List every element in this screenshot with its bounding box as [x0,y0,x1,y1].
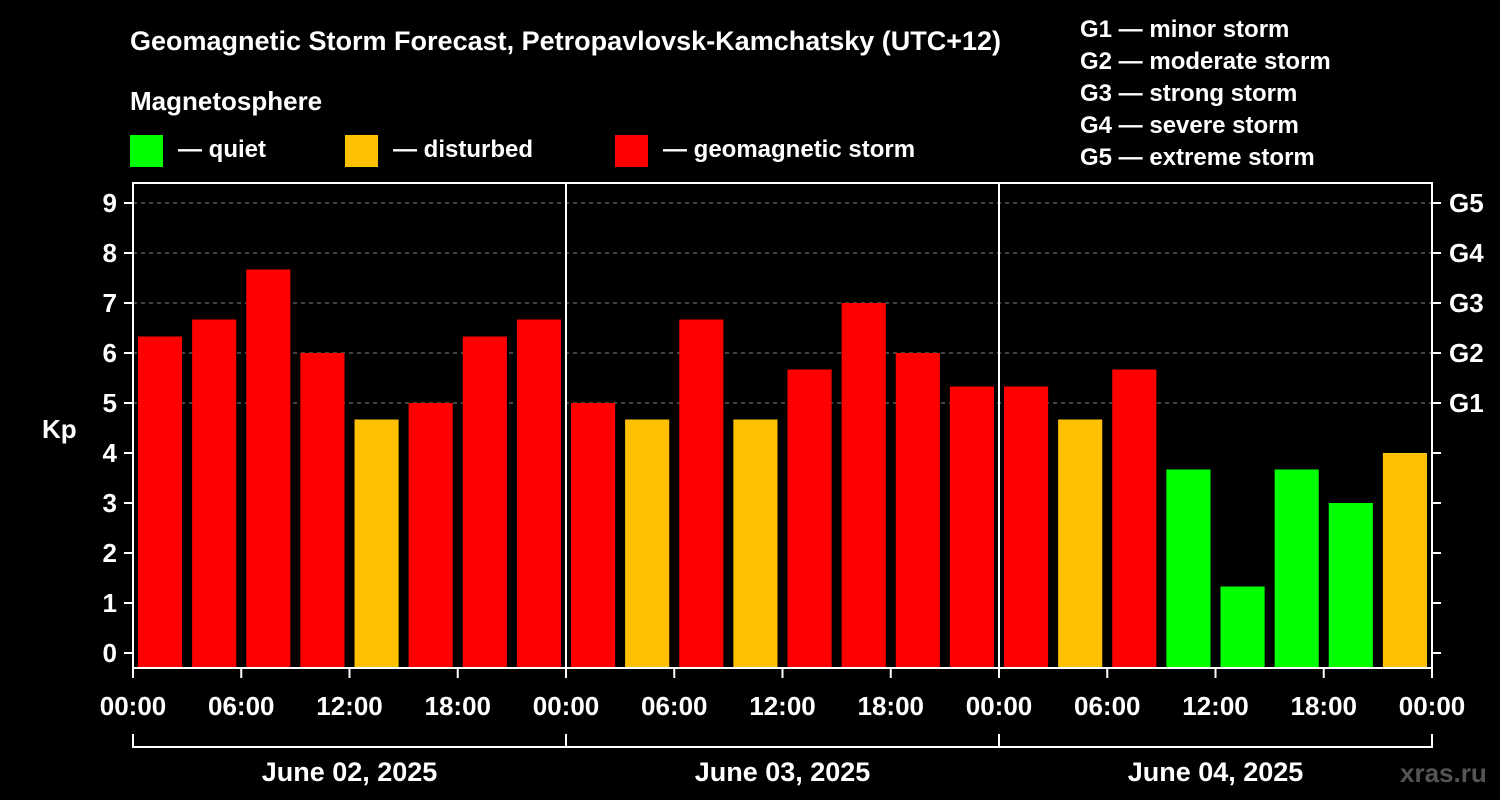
day-label: June 03, 2025 [695,757,871,787]
y-tick-label: 4 [103,438,118,468]
bar [625,419,670,668]
x-tick-label: 06:00 [208,691,275,721]
storm-scale-legend: G1 — minor storm G2 — moderate storm G3 — … [1080,16,1331,171]
g-tick-label: G4 [1449,238,1484,268]
bar [895,353,940,668]
x-tick-label: 18:00 [858,691,925,721]
bar [1328,503,1373,668]
storm-scale-item: G3 — strong storm [1080,80,1297,107]
storm-scale-item: G1 — minor storm [1080,16,1289,43]
x-axis: 00:00 06:00 12:00 18:00 00:00 06:00 12:00 18:00… [100,668,1466,721]
bar [354,419,399,668]
g-tick-label: G3 [1449,288,1484,318]
bar [679,319,724,668]
bar [1112,369,1157,668]
bar [841,303,886,668]
y-axis-left: 0 1 2 3 4 5 6 7 8 9 [103,188,133,668]
y-axis-right-gscale: G1 G2 G3 G4 G5 [1432,188,1484,654]
storm-scale-item: G5 — extreme storm [1080,144,1315,171]
legend-swatch [615,135,648,167]
bar [246,269,291,668]
legend-swatch [345,135,378,167]
bar [733,419,778,668]
y-tick-label: 7 [103,288,117,318]
day-label: June 04, 2025 [1128,757,1304,787]
y-tick-label: 5 [103,388,117,418]
y-tick-label: 8 [103,238,117,268]
bar [192,319,237,668]
y-tick-label: 2 [103,538,117,568]
y-tick-label: 0 [103,638,117,668]
legend: — quiet — disturbed — geomagnetic storm [130,135,915,167]
g-tick-label: G2 [1449,338,1484,368]
x-tick-label: 00:00 [100,691,167,721]
day-labels: June 02, 2025 June 03, 2025 June 04, 2025 [132,734,1433,787]
legend-heading: Magnetosphere [130,86,322,116]
y-axis-label: Kp [42,414,77,444]
x-tick-label: 00:00 [966,691,1033,721]
x-tick-label: 06:00 [641,691,708,721]
bar [571,403,616,668]
watermark: xras.ru [1400,758,1487,788]
bar [949,386,994,668]
bar [408,403,453,668]
bar [1166,469,1211,668]
legend-label: — quiet [178,136,266,163]
bar [1004,386,1049,668]
bar [138,336,183,668]
bar [516,319,561,668]
legend-label: — geomagnetic storm [663,136,915,163]
bar [1274,469,1319,668]
x-tick-label: 12:00 [316,691,383,721]
bar [1058,419,1103,668]
y-tick-label: 1 [103,588,117,618]
grid [133,202,1432,404]
g-tick-label: G5 [1449,188,1484,218]
y-tick-label: 3 [103,488,117,518]
legend-swatch [130,135,163,167]
x-tick-label: 18:00 [425,691,492,721]
g-tick-label: G1 [1449,388,1484,418]
x-tick-label: 18:00 [1291,691,1358,721]
x-tick-label: 06:00 [1074,691,1141,721]
storm-scale-item: G2 — moderate storm [1080,48,1331,75]
x-tick-label: 12:00 [749,691,816,721]
storm-scale-item: G4 — severe storm [1080,112,1299,139]
bar [1220,586,1265,668]
day-label: June 02, 2025 [262,757,438,787]
bar [1382,453,1427,668]
bar [300,353,345,668]
legend-label: — disturbed [393,136,533,163]
y-tick-label: 9 [103,188,117,218]
bars [138,269,1427,668]
bar [787,369,832,668]
x-tick-label: 12:00 [1182,691,1249,721]
x-tick-label: 00:00 [1399,691,1466,721]
y-tick-label: 6 [103,338,117,368]
bar [462,336,507,668]
chart-title: Geomagnetic Storm Forecast, Petropavlovs… [130,26,1001,56]
x-tick-label: 00:00 [533,691,600,721]
